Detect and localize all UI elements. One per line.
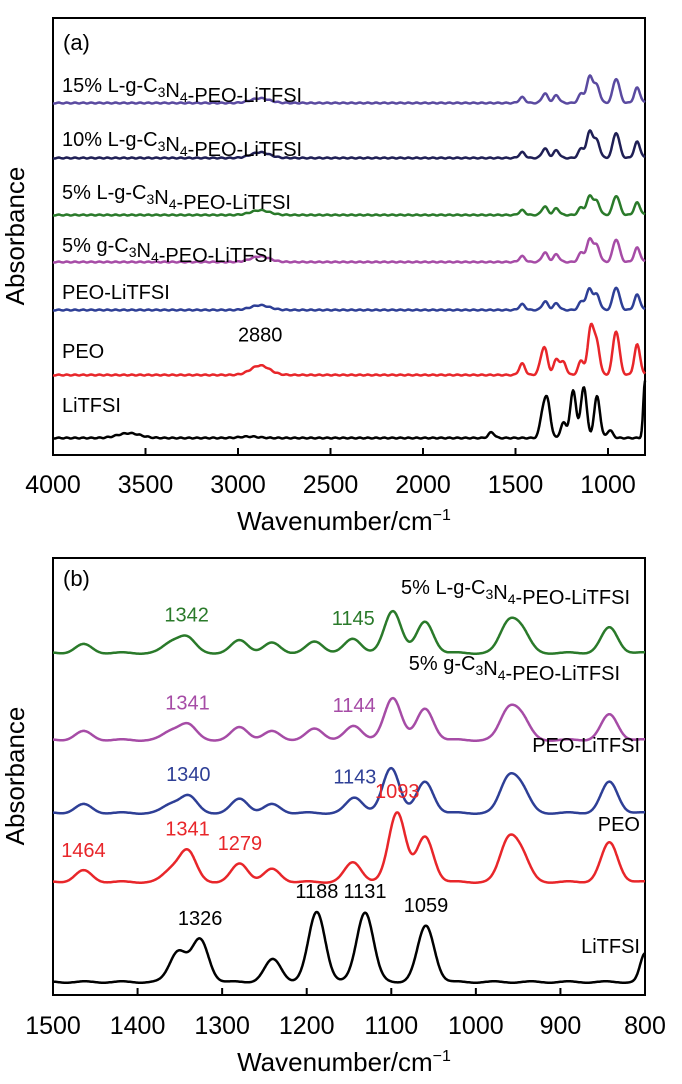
panel-a-frame [52, 17, 646, 456]
series-label-5-g-c3n4-peo-litfsi: 5% g-C3N4-PEO-LiTFSI [409, 653, 620, 685]
x-tick-label: 1200 [279, 1012, 335, 1040]
peak-annotation: 1279 [218, 833, 263, 855]
x-tick-label: 1500 [25, 1012, 81, 1040]
x-tick-label: 1500 [488, 471, 544, 499]
series-label-5-l-g-c3n4-peo-litfsi: 5% L-g-C3N4-PEO-LiTFSI [62, 182, 291, 214]
panel-a-x-axis-title: Wavenumber/cm−1 [237, 506, 451, 536]
peak-annotation: 1143 [333, 767, 376, 789]
series-label-5-g-c3n4-peo-litfsi: 5% g-C3N4-PEO-LiTFSI [62, 235, 273, 267]
panel-b-x-axis-title: Wavenumber/cm−1 [237, 1047, 451, 1077]
series-line-15-l-g-c3n4-peo-litfsi [52, 74, 646, 105]
peak-annotation: 1144 [333, 695, 376, 717]
series-label-10-l-g-c3n4-peo-litfsi: 10% L-g-C3N4-PEO-LiTFSI [62, 129, 302, 161]
series-label-litfsi: LiTFSI [581, 936, 640, 958]
series-line-10-l-g-c3n4-peo-litfsi [52, 129, 646, 160]
x-tick-label: 1400 [110, 1012, 166, 1040]
panel-b-tag: (b) [63, 566, 90, 591]
peak-annotation: 1340 [166, 764, 211, 786]
peak-annotation: 1341 [165, 818, 210, 840]
peak-annotation: 1188 [295, 881, 338, 903]
peak-annotation: 1093 [375, 781, 420, 803]
x-tick-label: 2500 [303, 471, 359, 499]
series-line-5-g-c3n4-peo-litfsi [52, 696, 646, 742]
series-line-peo [52, 811, 646, 884]
x-tick-label: 1000 [448, 1012, 504, 1040]
x-tick-label: 2000 [395, 471, 451, 499]
panel-b-curves [52, 609, 646, 984]
x-tick-label: 1000 [580, 471, 636, 499]
panel-b-series-labels: LiTFSI PEO PEO-LiTFSI 5% g-C3N4-PEO-LiTFSI 5… [401, 577, 640, 958]
panel-a-y-axis-title: Absorbance [0, 167, 30, 306]
series-line-peo [52, 322, 646, 377]
series-label-peo: PEO [598, 814, 640, 836]
panel-b-frame [52, 557, 646, 996]
panel-a-x-axis: 4000 3500 3000 2500 2000 1500 1000 [25, 448, 636, 499]
series-line-5-l-g-c3n4-peo-litfsi [52, 609, 646, 655]
peak-annotation: 1341 [165, 692, 210, 714]
panel-b-peak-annotations: 1326 1188 1131 1059 1464 1341 1279 1093 1340 1143… [61, 605, 448, 930]
series-line-peo-litfsi [52, 286, 646, 312]
series-line-litfsi [52, 380, 647, 440]
peak-annotation: 1059 [404, 895, 449, 917]
x-tick-label: 3500 [118, 471, 174, 499]
x-tick-label: 800 [624, 1012, 666, 1040]
peak-annotation: 1326 [178, 908, 223, 930]
series-label-peo: PEO [62, 341, 104, 363]
series-line-5-g-c3n4-peo-litfsi [52, 236, 646, 264]
series-label-litfsi: LiTFSI [62, 395, 121, 417]
x-tick-label: 1100 [364, 1012, 418, 1040]
x-tick-label: 3000 [210, 471, 266, 499]
series-label-peo-litfsi: PEO-LiTFSI [532, 735, 640, 757]
series-line-5-l-g-c3n4-peo-litfsi [52, 194, 646, 217]
x-tick-label: 1300 [194, 1012, 250, 1040]
panel-b: (b) LiTFSI PEO PEO-LiTFSI 5% g-C3N4-PEO-LiT… [0, 557, 666, 1077]
peak-annotation: 1342 [164, 605, 209, 627]
x-tick-label: 4000 [25, 471, 81, 499]
panel-a-curves [52, 74, 647, 440]
panel-b-x-axis: 1500 1400 1300 1200 1100 1000 900 800 [25, 988, 666, 1040]
panel-a: (a) LiTFSI PEO 2880 PEO-LiTFSI 5% g-C3N4-PEO… [0, 17, 647, 536]
panel-a-series-labels: LiTFSI PEO 2880 PEO-LiTFSI 5% g-C3N4-PEO-LiT… [62, 75, 302, 417]
peak-annotation: 1145 [332, 608, 375, 630]
panel-b-y-axis-title: Absorbance [0, 707, 30, 846]
panel-a-tag: (a) [63, 30, 90, 55]
peak-annotation: 2880 [238, 325, 283, 347]
series-label-5-l-g-c3n4-peo-litfsi: 5% L-g-C3N4-PEO-LiTFSI [401, 577, 630, 609]
peak-annotation: 1464 [61, 840, 106, 862]
series-line-peo-litfsi [52, 766, 646, 815]
x-tick-label: 900 [540, 1012, 582, 1040]
peak-annotation: 1131 [344, 881, 387, 903]
series-label-peo-litfsi: PEO-LiTFSI [62, 282, 170, 304]
series-label-15-l-g-c3n4-peo-litfsi: 15% L-g-C3N4-PEO-LiTFSI [62, 75, 302, 107]
series-line-litfsi [52, 910, 646, 984]
